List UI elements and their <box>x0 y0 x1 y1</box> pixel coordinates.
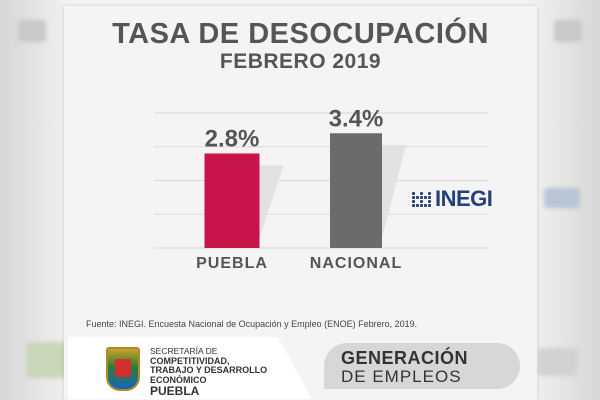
blurred-side-decoration <box>554 20 582 42</box>
infographic-card: TASA DE DESOCUPACIÓN FEBRERO 2019 2.8% PU… <box>64 6 537 400</box>
campaign-line-2: DE EMPLEOS <box>341 367 462 386</box>
source-note: Fuente: INEGI. Encuesta Nacional de Ocup… <box>86 319 418 329</box>
blurred-side-decoration <box>18 20 46 42</box>
campaign-line-1: GENERACIÓN <box>341 348 469 368</box>
chart-subtitle: FEBRERO 2019 <box>219 50 382 73</box>
bar <box>330 133 382 248</box>
puebla-crest-icon <box>106 347 140 391</box>
inegi-logo-text: INEGI <box>435 186 493 211</box>
blurred-side-decoration <box>538 348 578 376</box>
data-label: 3.4% <box>329 105 384 132</box>
category-label: PUEBLA <box>196 255 268 272</box>
footer-banner: SECRETARÍA DE COMPETITIVIDAD, TRABAJO Y … <box>64 335 537 400</box>
bar-shadow <box>259 165 284 238</box>
bar <box>204 153 260 248</box>
secretaria-panel: SECRETARÍA DE COMPETITIVIDAD, TRABAJO Y … <box>68 337 312 399</box>
secretaria-name: SECRETARÍA DE COMPETITIVIDAD, TRABAJO Y … <box>150 346 268 398</box>
blurred-side-decoration <box>26 342 66 378</box>
blurred-side-decoration <box>544 188 580 208</box>
inegi-logo: INEGI <box>412 186 493 212</box>
campaign-badge: GENERACIÓN DE EMPLEOS <box>324 343 520 389</box>
bar-shadow <box>382 145 406 238</box>
chart-title: TASA DE DESOCUPACIÓN <box>112 18 489 50</box>
category-label: NACIONAL <box>310 255 402 272</box>
inegi-dots-icon <box>412 191 431 207</box>
bar-chart: 2.8% PUEBLA 3.4% NACIONAL <box>154 105 489 272</box>
data-label: 2.8% <box>205 126 260 153</box>
